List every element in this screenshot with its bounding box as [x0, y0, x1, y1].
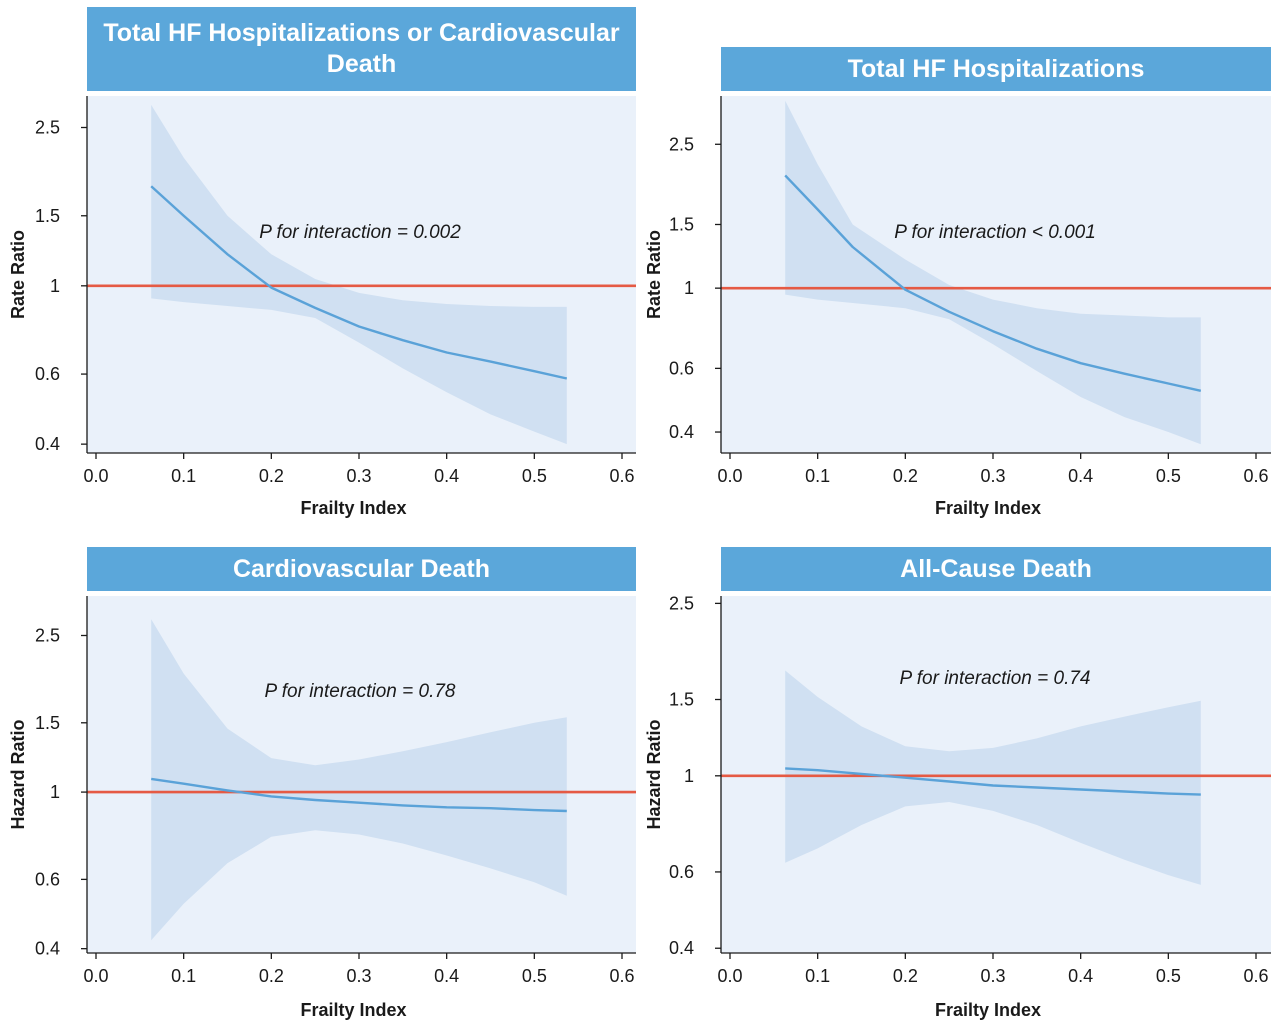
panel-total-hf-or-cv-death: Total HF Hospitalizations or Cardiovascu…: [0, 0, 644, 520]
y-tick-label: 0.6: [35, 869, 60, 889]
y-tick-label: 1.5: [669, 214, 694, 234]
panel-total-hf-hospitalizations: Total HF Hospitalizations 0.0 0.1 0.2 0.3 0.…: [644, 47, 1271, 518]
panel-title: Total HF Hospitalizations: [721, 47, 1271, 91]
x-tick-label: 0.6: [609, 966, 634, 986]
x-tick-label: 0.2: [893, 966, 918, 986]
x-tick-label: 0.3: [346, 966, 371, 986]
x-tick-label: 0.3: [980, 466, 1005, 486]
estimate-line: [150, 185, 568, 380]
x-tick-label: 0.6: [609, 466, 634, 486]
x-tick-label: 0.0: [83, 966, 108, 986]
y-tick-label: 1.5: [35, 713, 60, 733]
x-tick-label: 0.4: [1068, 466, 1093, 486]
estimate-line: [151, 777, 567, 813]
confidence-band: [151, 619, 567, 941]
x-tick-label: 0.4: [434, 466, 459, 486]
y-tick-label: 0.4: [669, 938, 694, 958]
x-tick-label: 0.2: [259, 466, 284, 486]
y-tick-label: 0.4: [35, 939, 60, 959]
x-axis-title: Frailty Index: [935, 498, 1041, 518]
confidence-band: [785, 670, 1201, 885]
plot-area: 0.0 0.1 0.2 0.3 0.4 0.5 0.6 0.4 0.6 1 1.5 2.5 Frailt…: [644, 96, 1271, 518]
y-tick-label: 0.6: [669, 862, 694, 882]
y-axis-title: Hazard Ratio: [644, 719, 664, 829]
x-tick-label: 0.0: [83, 466, 108, 486]
y-tick-label: 1: [50, 782, 60, 802]
p-interaction-annotation: P for interaction = 0.78: [265, 681, 456, 702]
x-tick-label: 0.6: [1243, 466, 1268, 486]
y-tick-label: 2.5: [35, 625, 60, 645]
x-tick-label: 0.5: [522, 466, 547, 486]
y-tick-label: 2.5: [35, 118, 60, 138]
panel-title: Cardiovascular Death: [87, 547, 636, 591]
y-tick-label: 0.4: [669, 422, 694, 442]
x-tick-label: 0.6: [1243, 966, 1268, 986]
x-tick-label: 0.1: [805, 466, 830, 486]
p-interaction-annotation: P for interaction = 0.74: [900, 668, 1091, 689]
y-tick-label: 2.5: [669, 593, 694, 613]
x-tick-label: 0.1: [171, 466, 196, 486]
y-tick-label: 1.5: [35, 206, 60, 226]
x-tick-label: 0.0: [717, 966, 742, 986]
panel-cardiovascular-death: Cardiovascular Death 0.0 0.1 0.2 0.3 0.4 0.5 0…: [8, 547, 636, 1020]
x-tick-label: 0.4: [434, 966, 459, 986]
y-tick-label: 1: [684, 278, 694, 298]
y-tick-label: 0.4: [35, 434, 60, 454]
x-tick-label: 0.3: [346, 466, 371, 486]
panel-title: All-Cause Death: [721, 547, 1271, 591]
p-interaction-annotation: P for interaction = 0.002: [259, 222, 461, 243]
x-axis-title: Frailty Index: [935, 1000, 1041, 1020]
y-tick-label: 1.5: [669, 690, 694, 710]
x-axis-title: Frailty Index: [300, 498, 406, 518]
y-tick-label: 0.6: [35, 364, 60, 384]
x-tick-label: 0.1: [171, 966, 196, 986]
estimate-line: [785, 767, 1201, 796]
x-tick-label: 0.5: [1156, 466, 1181, 486]
plot-area: 0.0 0.1 0.2 0.3 0.4 0.5 0.6 0.4 0.6 1 1.5 2.5 Frailt…: [8, 596, 636, 1020]
y-tick-label: 1: [50, 276, 60, 296]
y-tick-label: 2.5: [669, 134, 694, 154]
plot-area: 0.0 0.1 0.2 0.3 0.4 0.5 0.6 0.4 0.6 1 1.5 2.5 Frailt…: [8, 96, 636, 518]
x-tick-label: 0.5: [1156, 966, 1181, 986]
y-tick-label: 0.6: [669, 358, 694, 378]
x-tick-label: 0.2: [893, 466, 918, 486]
confidence-band: [785, 100, 1201, 445]
x-tick-label: 0.1: [805, 966, 830, 986]
y-tick-label: 1: [684, 766, 694, 786]
x-tick-label: 0.2: [259, 966, 284, 986]
x-tick-label: 0.0: [717, 466, 742, 486]
y-axis-title: Rate Ratio: [644, 230, 664, 319]
x-tick-label: 0.4: [1068, 966, 1093, 986]
estimate-line: [784, 174, 1202, 392]
panel-title: Total HF Hospitalizations or Cardiovascu…: [87, 7, 636, 91]
p-interaction-annotation: P for interaction < 0.001: [894, 222, 1096, 243]
x-tick-label: 0.3: [980, 966, 1005, 986]
confidence-band: [151, 104, 567, 445]
y-axis-title: Hazard Ratio: [8, 719, 28, 829]
x-tick-label: 0.5: [522, 966, 547, 986]
y-axis-title: Rate Ratio: [8, 230, 28, 319]
x-axis-title: Frailty Index: [300, 1000, 406, 1020]
